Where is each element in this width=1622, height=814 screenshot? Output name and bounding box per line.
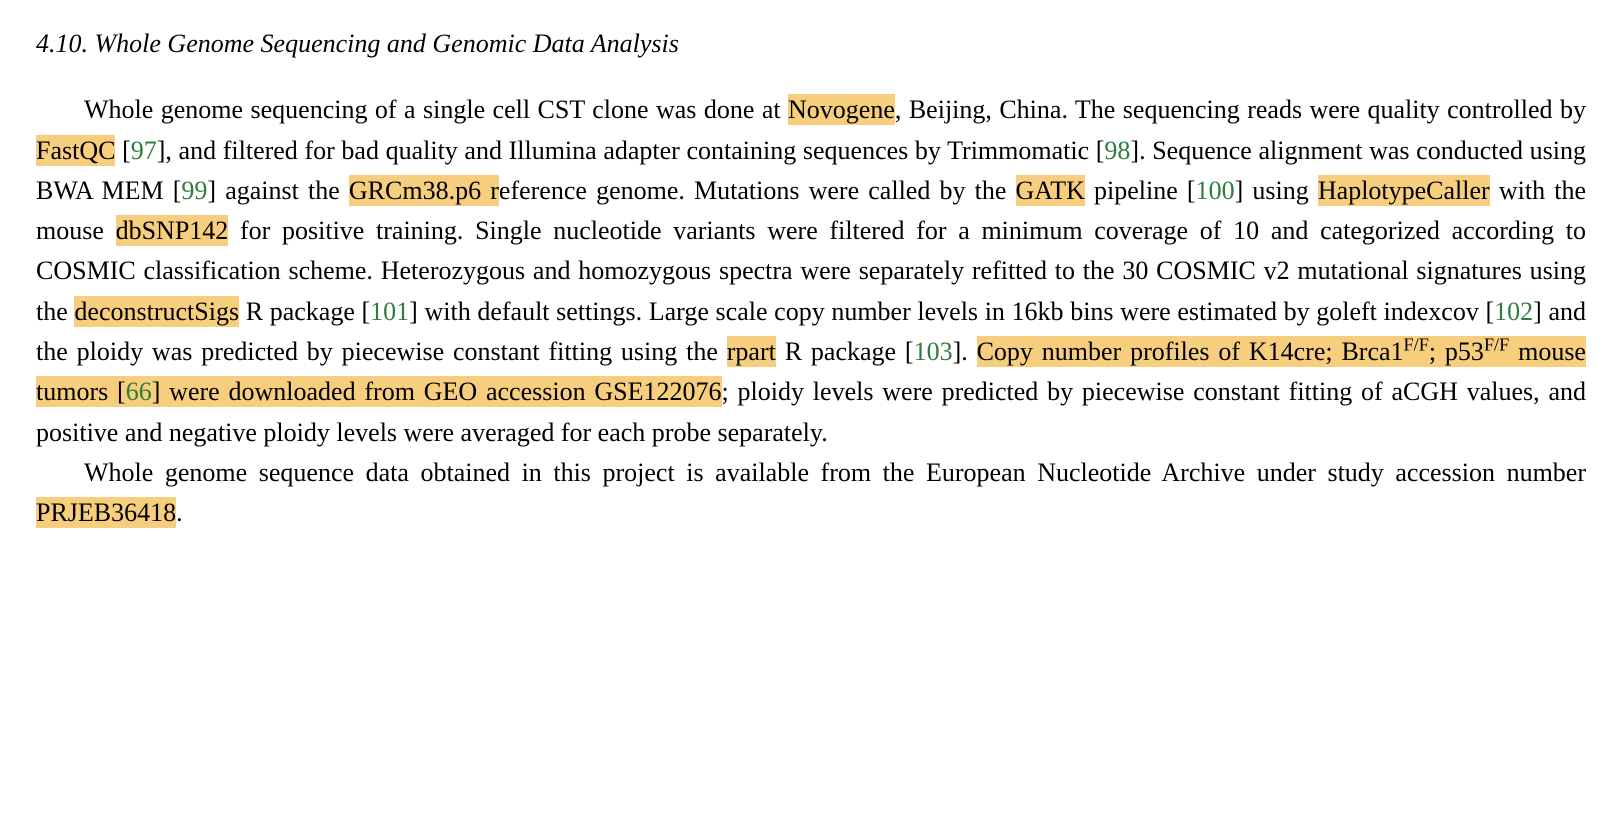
text-run: . <box>176 498 183 527</box>
text-run: Whole genome sequence data obtained in t… <box>84 458 1586 487</box>
text-run: eference genome. Mutations were called b… <box>499 176 1016 205</box>
citation-66[interactable]: 66 <box>126 377 152 406</box>
citation-98[interactable]: 98 <box>1104 136 1130 165</box>
text-run: R package [ <box>776 337 914 366</box>
citation-97[interactable]: 97 <box>131 136 157 165</box>
highlight-haplotypecaller: HaplotypeCaller <box>1318 175 1490 206</box>
text-run: ] with default settings. Large scale cop… <box>409 297 1494 326</box>
citation-103[interactable]: 103 <box>914 337 953 366</box>
text-run: ] were downloaded from GEO accession GSE… <box>152 377 722 406</box>
text-run: [ <box>115 136 130 165</box>
text-run: ] against the <box>207 176 349 205</box>
section-heading: 4.10. Whole Genome Sequencing and Genomi… <box>36 24 1586 64</box>
highlight-gatk: GATK <box>1016 175 1085 206</box>
highlight-dbsnp142: dbSNP142 <box>116 215 229 246</box>
text-run: R package [ <box>239 297 370 326</box>
highlight-rpart: rpart <box>727 336 776 367</box>
highlight-fastqc: FastQC <box>36 135 115 166</box>
citation-102[interactable]: 102 <box>1494 297 1533 326</box>
citation-99[interactable]: 99 <box>181 176 207 205</box>
highlight-novogene: Novogene <box>788 94 895 125</box>
text-run: ; p53 <box>1429 337 1484 366</box>
text-run: pipeline [ <box>1085 176 1196 205</box>
section-title: Whole Genome Sequencing and Genomic Data… <box>95 29 679 58</box>
highlight-prjeb36418: PRJEB36418 <box>36 497 176 528</box>
text-run: ] using <box>1235 176 1318 205</box>
superscript-brca1: F/F <box>1404 334 1429 354</box>
citation-101[interactable]: 101 <box>370 297 409 326</box>
text-run: Whole genome sequencing of a single cell… <box>84 95 788 124</box>
citation-100[interactable]: 100 <box>1196 176 1235 205</box>
text-run: ]. <box>953 337 977 366</box>
highlight-grcm38: GRCm38.p6 r <box>349 175 499 206</box>
body-paragraph-1: Whole genome sequencing of a single cell… <box>36 90 1586 453</box>
highlight-deconstructsigs: deconstructSigs <box>74 296 239 327</box>
superscript-p53: F/F <box>1484 334 1509 354</box>
body-paragraph-2: Whole genome sequence data obtained in t… <box>36 453 1586 534</box>
section-number: 4.10. <box>36 29 88 58</box>
text-run: Copy number profiles of K14cre; Brca1 <box>977 337 1404 366</box>
text-run: , Beijing, China. The sequencing reads w… <box>895 95 1586 124</box>
text-run: ], and filtered for bad quality and Illu… <box>157 136 1105 165</box>
